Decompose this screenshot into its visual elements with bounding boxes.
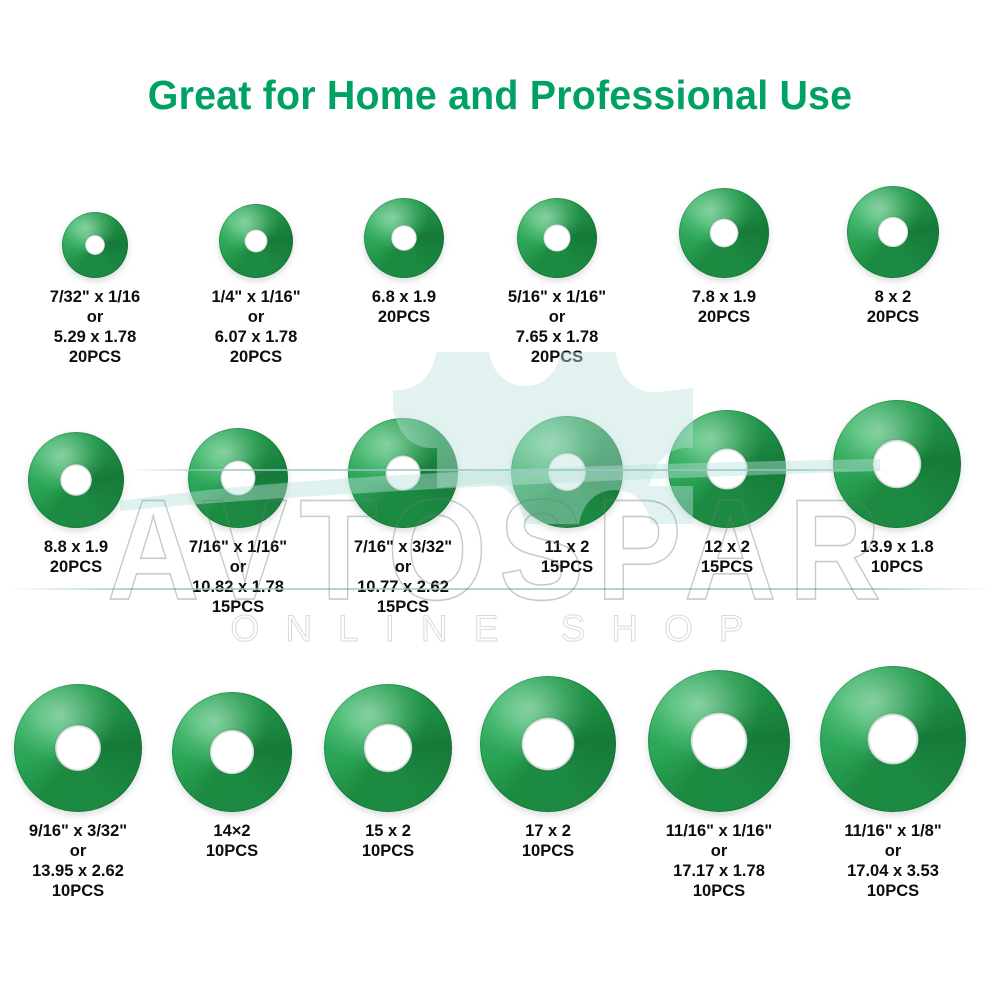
oring-caption: 7.8 x 1.9 20PCS: [691, 288, 757, 326]
oring-caption: 6.8 x 1.9 20PCS: [371, 288, 437, 326]
oring-caption: 17 x 2 10PCS: [521, 822, 575, 860]
oring-torus-layer: [14, 684, 142, 812]
oring-icon: [14, 684, 142, 812]
oring-torus-layer: [820, 666, 966, 812]
oring-icon: [28, 432, 124, 528]
oring-icon: [348, 418, 458, 528]
oring-cell[interactable]: 17 x 2 10PCS: [448, 672, 648, 861]
oring-torus-layer: [480, 676, 616, 812]
oring-caption: 1/4" x 1/16" or 6.07 x 1.78 20PCS: [211, 288, 301, 366]
oring-caption: 11 x 2 15PCS: [540, 538, 594, 576]
oring-icon: [188, 428, 288, 528]
oring-torus-layer: [833, 400, 961, 528]
oring-torus-layer: [679, 188, 769, 278]
page-title: Great for Home and Professional Use: [147, 72, 853, 118]
oring-icon: [679, 188, 769, 278]
oring-icon: [833, 400, 961, 528]
oring-caption: 9/16" x 3/32" or 13.95 x 2.62 10PCS: [28, 822, 128, 900]
oring-torus-layer: [668, 410, 786, 528]
oring-image-slot: [793, 186, 993, 278]
oring-caption: 13.9 x 1.8 10PCS: [860, 538, 934, 576]
oring-caption: 7/16" x 3/32" or 10.77 x 2.62 15PCS: [353, 538, 453, 616]
oring-torus-layer: [348, 418, 458, 528]
oring-icon: [847, 186, 939, 278]
oring-caption: 5/16" x 1/16" or 7.65 x 1.78 20PCS: [507, 288, 607, 366]
oring-icon: [648, 670, 790, 812]
oring-torus-layer: [517, 198, 597, 278]
oring-caption: 15 x 2 10PCS: [361, 822, 415, 860]
oring-caption: 12 x 2 15PCS: [700, 538, 754, 576]
oring-image-slot: [448, 672, 648, 812]
oring-cell[interactable]: 13.9 x 1.8 10PCS: [797, 400, 997, 577]
oring-icon: [820, 666, 966, 812]
oring-image-slot: [793, 666, 993, 812]
oring-icon: [219, 204, 293, 278]
oring-caption: 7/16" x 1/16" or 10.82 x 1.78 15PCS: [188, 538, 288, 616]
oring-icon: [324, 684, 452, 812]
oring-icon: [172, 692, 292, 812]
oring-caption: 11/16" x 1/16" or 17.17 x 1.78 10PCS: [665, 822, 773, 900]
oring-torus-layer: [219, 204, 293, 278]
oring-cell[interactable]: 11/16" x 1/16" or 17.17 x 1.78 10PCS: [619, 670, 819, 901]
oring-image-slot: [797, 400, 997, 528]
oring-torus-layer: [847, 186, 939, 278]
oring-icon: [364, 198, 444, 278]
oring-torus-layer: [511, 416, 623, 528]
oring-torus-layer: [28, 432, 124, 528]
oring-image-slot: [619, 670, 819, 812]
oring-cell[interactable]: 11/16" x 1/8" or 17.04 x 3.53 10PCS: [793, 666, 993, 901]
oring-icon: [62, 212, 128, 278]
oring-icon: [668, 410, 786, 528]
oring-torus-layer: [648, 670, 790, 812]
oring-icon: [511, 416, 623, 528]
oring-torus-layer: [364, 198, 444, 278]
oring-caption: 7/32" x 1/16 or 5.29 x 1.78 20PCS: [49, 288, 141, 366]
oring-caption: 8 x 2 20PCS: [866, 288, 920, 326]
oring-cell[interactable]: 8 x 2 20PCS: [793, 186, 993, 327]
oring-torus-layer: [324, 684, 452, 812]
oring-caption: 14×2 10PCS: [205, 822, 259, 860]
oring-caption: 8.8 x 1.9 20PCS: [43, 538, 109, 576]
oring-torus-layer: [62, 212, 128, 278]
oring-caption: 11/16" x 1/8" or 17.04 x 3.53 10PCS: [844, 822, 942, 900]
oring-torus-layer: [172, 692, 292, 812]
oring-icon: [480, 676, 616, 812]
oring-torus-layer: [188, 428, 288, 528]
oring-icon: [517, 198, 597, 278]
